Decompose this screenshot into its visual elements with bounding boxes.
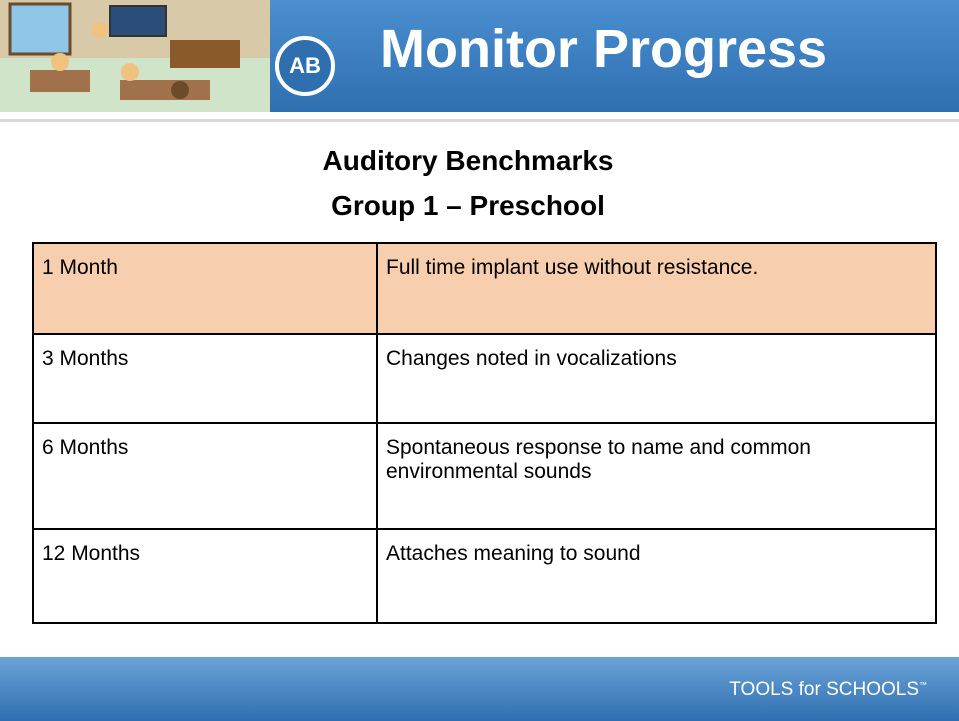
slide-title: Monitor Progress bbox=[380, 19, 828, 79]
benchmark-table: 1 Month Full time implant use without res… bbox=[32, 242, 937, 624]
subtitle: Auditory Benchmarks bbox=[322, 145, 614, 176]
cell: 3 Months bbox=[32, 333, 378, 424]
classroom-illustration bbox=[0, 0, 270, 112]
table-row: 6 Months Spontaneous response to name and… bbox=[32, 422, 937, 530]
cell: Attaches meaning to sound bbox=[376, 528, 937, 624]
divider bbox=[0, 119, 959, 122]
cell: 1 Month bbox=[32, 242, 378, 335]
brand-text: TOOLS for SCHOOLS bbox=[729, 679, 919, 700]
cell: Full time implant use without resistance… bbox=[376, 242, 937, 335]
brand: TOOLS for SCHOOLS™ bbox=[729, 679, 927, 701]
trademark: ™ bbox=[919, 680, 927, 690]
cell: Changes noted in vocalizations bbox=[376, 333, 937, 424]
cell: Spontaneous response to name and common … bbox=[376, 422, 937, 530]
footer-band: TOOLS for SCHOOLS™ bbox=[0, 657, 959, 721]
table-row: 1 Month Full time implant use without res… bbox=[32, 242, 937, 335]
cell: 6 Months bbox=[32, 422, 378, 530]
subtitle: Group 1 – Preschool bbox=[331, 190, 605, 221]
header-band: AB Monitor Progress bbox=[0, 0, 959, 112]
table-row: 12 Months Attaches meaning to sound bbox=[32, 528, 937, 624]
logo: AB bbox=[275, 36, 335, 96]
cell: 12 Months bbox=[32, 528, 378, 624]
table-row: 3 Months Changes noted in vocalizations bbox=[32, 333, 937, 424]
